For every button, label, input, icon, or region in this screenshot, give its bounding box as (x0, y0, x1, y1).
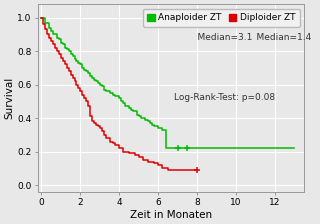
Legend: Anaploider ZT, Diploider ZT: Anaploider ZT, Diploider ZT (143, 9, 300, 27)
Text: Median=1.4: Median=1.4 (245, 33, 312, 42)
Y-axis label: Survival: Survival (4, 77, 14, 119)
X-axis label: Zeit in Monaten: Zeit in Monaten (130, 210, 212, 220)
Text: Median=3.1: Median=3.1 (186, 33, 252, 42)
Text: Log-Rank-Test: p=0.08: Log-Rank-Test: p=0.08 (174, 93, 275, 103)
